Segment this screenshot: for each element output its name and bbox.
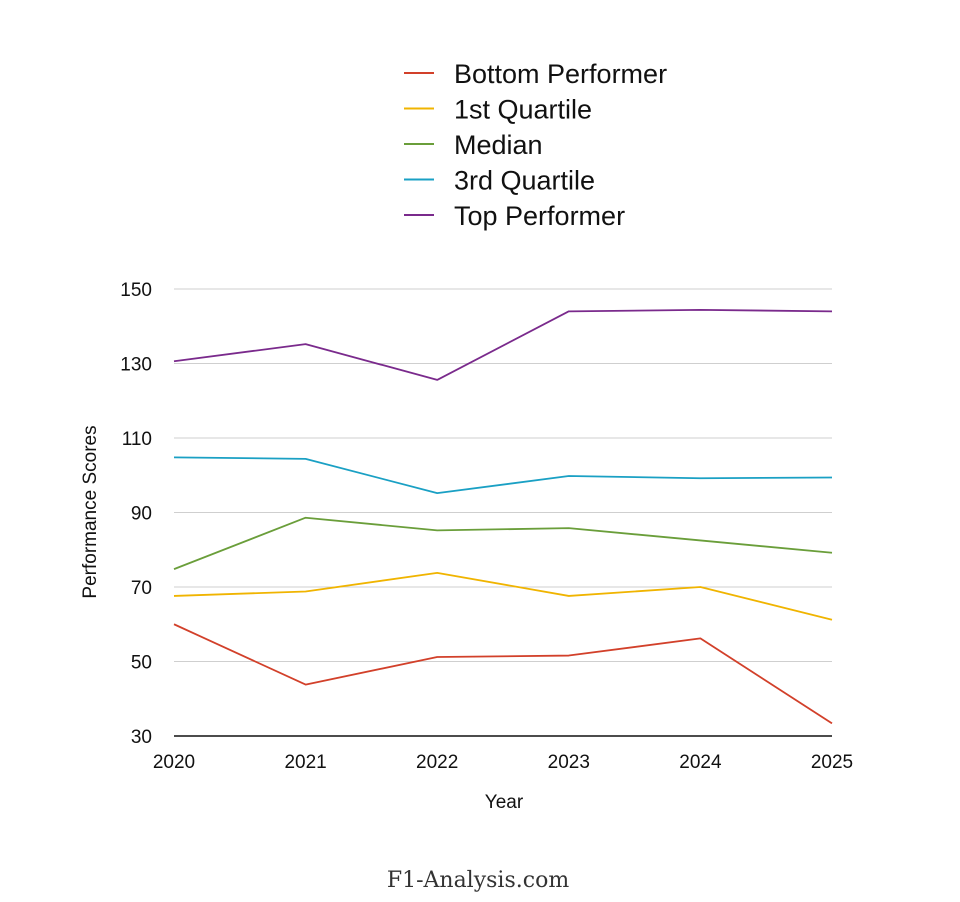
series-lines (173, 308, 833, 725)
legend-label: 3rd Quartile (454, 166, 595, 196)
series-line-3 (173, 456, 833, 495)
site-credit: F1-Analysis.com (387, 868, 570, 893)
y-tick-label: 110 (122, 429, 152, 450)
x-tick-labels: 2020 2021 2022 2023 2024 2025 (153, 752, 853, 773)
series-line-2 (173, 516, 833, 570)
y-tick-labels: 30 50 70 90 110 130 150 (120, 280, 152, 748)
legend-label: Top Performer (454, 201, 625, 231)
series-line-4 (173, 308, 833, 381)
x-tick-label: 2020 (153, 752, 195, 773)
y-tick-label: 50 (131, 653, 152, 674)
y-tick-label: 30 (131, 727, 152, 748)
legend-label: Median (454, 130, 543, 160)
gridlines (174, 288, 832, 662)
series-line-0 (173, 623, 833, 725)
x-tick-label: 2025 (811, 752, 853, 773)
chart-legend: Bottom Performer 1st Quartile Median 3rd Qu… (404, 59, 667, 231)
series-line-1 (173, 571, 833, 621)
y-tick-label: 150 (120, 280, 152, 301)
x-tick-label: 2022 (416, 752, 458, 773)
legend-label: Bottom Performer (454, 59, 667, 89)
x-tick-label: 2023 (548, 752, 590, 773)
y-axis-title: Performance Scores (80, 425, 101, 598)
x-axis-title: Year (485, 792, 524, 813)
y-tick-label: 70 (131, 578, 152, 599)
x-tick-label: 2021 (284, 752, 326, 773)
y-tick-label: 130 (120, 355, 152, 376)
legend-label: 1st Quartile (454, 95, 592, 125)
x-tick-label: 2024 (679, 752, 722, 773)
y-tick-label: 90 (131, 504, 152, 525)
